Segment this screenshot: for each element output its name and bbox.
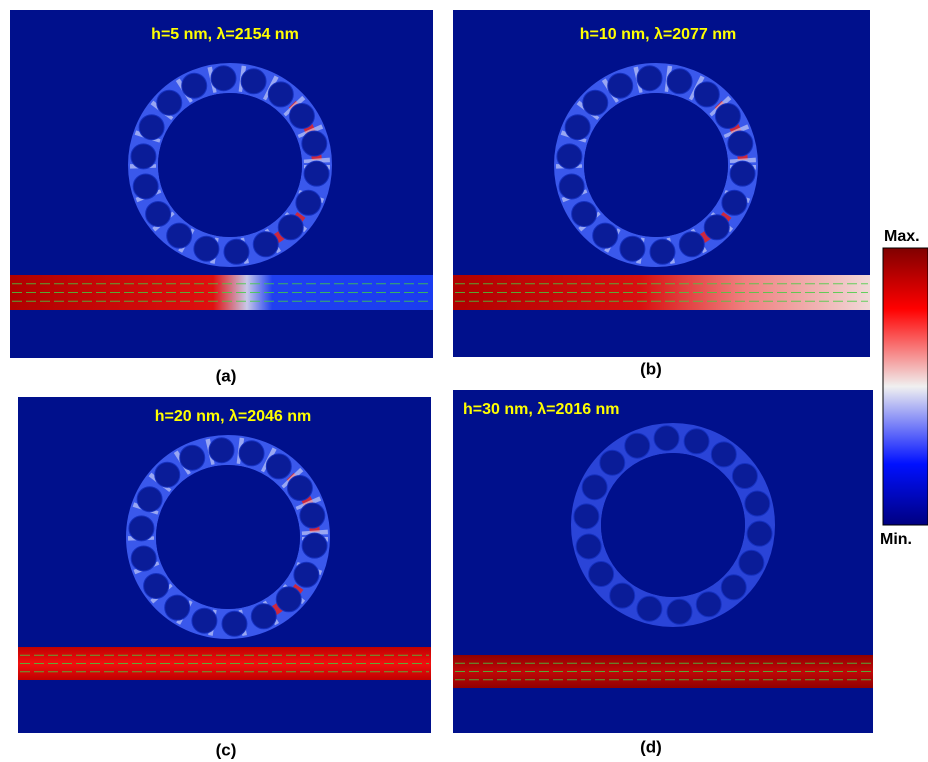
hole	[574, 504, 599, 529]
hole	[576, 534, 601, 559]
caption: (a)	[216, 366, 237, 385]
panel-title: h=20 nm, λ=2046 nm	[155, 408, 312, 425]
hole	[129, 516, 154, 541]
hole	[722, 190, 747, 215]
hole	[728, 131, 753, 156]
caption: (b)	[640, 359, 662, 378]
hole	[711, 442, 736, 467]
hole	[192, 608, 217, 633]
hole	[557, 144, 582, 169]
hole	[721, 575, 746, 600]
caption: (d)	[640, 737, 662, 756]
hole	[559, 174, 584, 199]
hole	[732, 464, 757, 489]
figure: h=5 nm, λ=2154 nm h=10 nm, λ=2077 nm h=20 …	[0, 0, 928, 762]
hole	[157, 90, 182, 115]
panel: h=30 nm, λ=2016 nm	[453, 390, 873, 733]
hole	[650, 239, 675, 264]
hole	[137, 487, 162, 512]
hole	[139, 115, 164, 140]
hole	[637, 596, 662, 621]
panel-title: h=5 nm, λ=2154 nm	[151, 26, 299, 43]
hole	[654, 426, 679, 451]
hole	[167, 223, 192, 248]
hole	[278, 215, 303, 240]
hole	[572, 201, 597, 226]
colorbar-max: Max.	[884, 228, 920, 245]
hole	[667, 69, 692, 94]
panel: h=5 nm, λ=2154 nm	[10, 10, 433, 358]
colorbar-min: Min.	[880, 531, 912, 548]
hole	[224, 239, 249, 264]
hole	[268, 82, 293, 107]
hole	[600, 450, 625, 475]
hole	[194, 236, 219, 261]
hole	[144, 573, 169, 598]
hole	[294, 562, 319, 587]
hole	[608, 73, 633, 98]
ring-inner	[601, 453, 745, 597]
hole	[583, 90, 608, 115]
colorbar	[883, 248, 928, 525]
hole	[131, 144, 156, 169]
hole	[289, 104, 314, 129]
hole	[266, 454, 291, 479]
panel: h=10 nm, λ=2077 nm	[453, 10, 870, 357]
hole	[565, 115, 590, 140]
ring-inner	[156, 465, 300, 609]
hole	[209, 438, 234, 463]
hole	[251, 604, 276, 629]
hole	[165, 595, 190, 620]
hole	[625, 433, 650, 458]
hole	[589, 561, 614, 586]
hole	[253, 232, 278, 257]
hole	[679, 232, 704, 257]
hole	[180, 445, 205, 470]
hole	[637, 66, 662, 91]
hole	[133, 174, 158, 199]
hole	[667, 599, 692, 624]
hole	[296, 190, 321, 215]
caption: (c)	[216, 740, 237, 759]
panel-title: h=30 nm, λ=2016 nm	[463, 401, 620, 418]
hole	[302, 131, 327, 156]
hole	[211, 66, 236, 91]
hole	[155, 462, 180, 487]
hole	[610, 583, 635, 608]
hole	[241, 69, 266, 94]
hole	[287, 476, 312, 501]
hole	[747, 521, 772, 546]
hole	[222, 611, 247, 636]
hole	[684, 429, 709, 454]
hole	[620, 236, 645, 261]
hole	[696, 592, 721, 617]
panel: h=20 nm, λ=2046 nm	[18, 397, 431, 733]
figure-canvas: h=5 nm, λ=2154 nm h=10 nm, λ=2077 nm h=20 …	[0, 0, 928, 762]
hole	[304, 161, 329, 186]
hole	[582, 475, 607, 500]
hole	[276, 587, 301, 612]
hole	[146, 201, 171, 226]
hole	[302, 533, 327, 558]
hole	[300, 503, 325, 528]
panel-title: h=10 nm, λ=2077 nm	[580, 26, 737, 43]
hole	[739, 550, 764, 575]
panels: h=5 nm, λ=2154 nm h=10 nm, λ=2077 nm h=20 …	[10, 10, 873, 733]
hole	[694, 82, 719, 107]
ring-inner	[158, 93, 302, 237]
hole	[593, 223, 618, 248]
hole	[131, 546, 156, 571]
hole	[239, 441, 264, 466]
hole	[730, 161, 755, 186]
hole	[715, 104, 740, 129]
ring-inner	[584, 93, 728, 237]
hole	[704, 215, 729, 240]
hole	[745, 491, 770, 516]
hole	[182, 73, 207, 98]
